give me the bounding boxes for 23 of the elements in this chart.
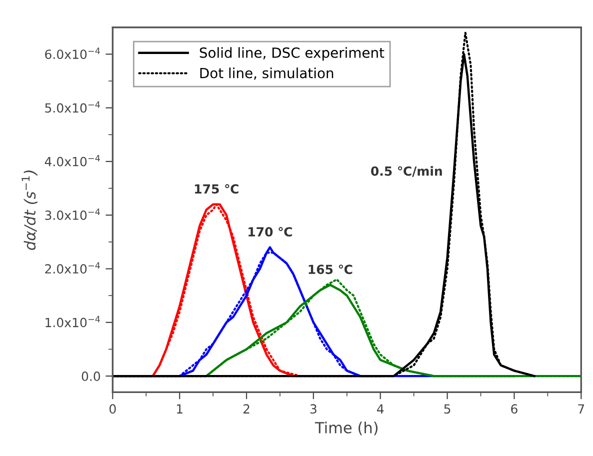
annotation: 165 ℃ [308,264,352,274]
y-tick-label: 1.0x10$^{−4}$ [46,316,100,328]
x-tick-label: 0 [110,404,116,414]
x-tick-label: 1 [176,404,182,414]
annotation: 170 ℃ [248,227,292,237]
y-tick-label: 5.0x10$^{−4}$ [45,101,100,113]
x-axis-title: Time (h) [314,422,378,436]
y-tick-label: 0.0 [82,372,100,381]
x-tick-label: 7 [578,404,584,414]
x-tick-label: 4 [377,404,384,414]
y-tick-label: 4.0x10$^{−4}$ [44,154,100,166]
x-tick-label: 2 [243,404,250,414]
x-tick-label: 6 [511,404,518,414]
y-tick-label: 2.0x10$^{−4}$ [45,262,100,274]
annotation: 175 ℃ [195,184,238,194]
x-tick-label: 3 [310,404,316,414]
y-tick-label: 3.0x10$^{−4}$ [45,208,100,220]
y-axis-title: dα/dt (s$^{−1}$) [22,170,38,250]
y-tick-label: 6.0x10$^{−4}$ [45,48,100,60]
legend-label: Dot line, simulation [200,68,334,80]
annotation: 0.5 ℃/min [371,166,442,177]
legend-label: Solid line, DSC experiment [200,47,384,61]
x-tick-label: 5 [444,404,450,414]
